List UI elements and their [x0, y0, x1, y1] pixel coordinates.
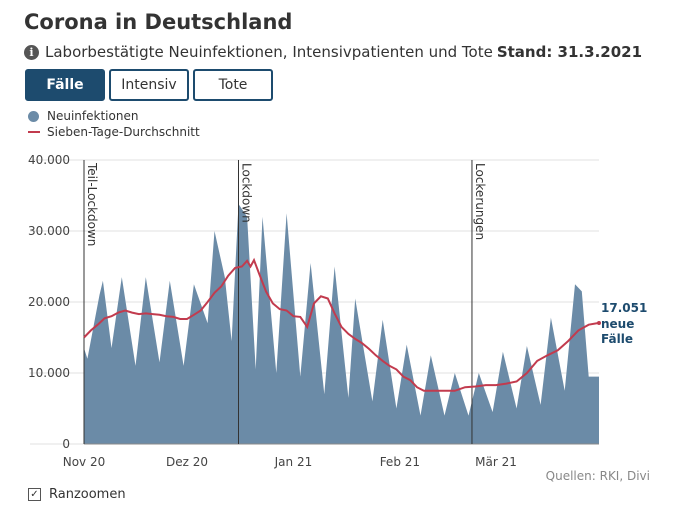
y-tick-label: 30.000 — [28, 224, 70, 238]
average-end-point — [597, 320, 601, 325]
zoom-label: Ranzoomen — [49, 487, 126, 502]
x-tick-label: Mär 21 — [475, 455, 517, 469]
end-label-line3: Fälle — [601, 332, 633, 346]
x-tick-label: Feb 21 — [380, 455, 420, 469]
legend-item-durchschnitt[interactable]: Sieben-Tage-Durchschnitt — [28, 124, 200, 140]
end-label-line2: neue — [601, 317, 634, 331]
annotation-label: Lockerungen — [473, 163, 487, 240]
tab-tote[interactable]: Tote — [193, 69, 273, 101]
y-tick-label: 10.000 — [28, 366, 70, 380]
y-tick-label: 20.000 — [28, 295, 70, 309]
x-tick-label: Jan 21 — [274, 455, 313, 469]
y-tick-label: 0 — [62, 437, 70, 451]
cases-chart: 0 10.000 20.000 30.000 40.000 Teil-Lockdown Lo… — [28, 153, 650, 483]
legend-item-neuinfektionen[interactable]: Neuinfektionen — [28, 108, 200, 124]
subtitle: i Laborbestätigte Neuinfektionen, Intens… — [24, 43, 642, 61]
zoom-checkbox[interactable]: ✓ — [28, 488, 41, 501]
stand-date: Stand: 31.3.2021 — [496, 43, 643, 61]
x-tick-label: Nov 20 — [63, 455, 106, 469]
zoom-toggle[interactable]: ✓ Ranzoomen — [28, 487, 126, 502]
x-tick-label: Dez 20 — [166, 455, 208, 469]
metric-tabs: Fälle Intensiv Tote — [25, 69, 273, 101]
info-icon[interactable]: i — [24, 44, 39, 60]
page-title: Corona in Deutschland — [24, 10, 293, 34]
tab-faelle[interactable]: Fälle — [25, 69, 105, 101]
neuinfektionen-area — [84, 204, 599, 444]
end-label-value: 17.051 — [601, 301, 647, 315]
source-label: Quellen: RKI, Divi — [546, 469, 650, 483]
subtitle-text: Laborbestätigte Neuinfektionen, Intensiv… — [45, 43, 493, 61]
average-line — [83, 257, 600, 392]
annotation-label: Teil-Lockdown — [85, 162, 99, 246]
legend-label-bars: Neuinfektionen — [47, 109, 139, 123]
annotation-label: Lockdown — [240, 163, 254, 223]
legend-dot-icon — [28, 110, 39, 122]
tab-intensiv[interactable]: Intensiv — [109, 69, 189, 101]
y-tick-label: 40.000 — [28, 153, 70, 167]
legend-line-icon — [28, 131, 40, 133]
legend-label-line: Sieben-Tage-Durchschnitt — [47, 125, 200, 139]
chart-legend: Neuinfektionen Sieben-Tage-Durchschnitt — [28, 108, 200, 140]
